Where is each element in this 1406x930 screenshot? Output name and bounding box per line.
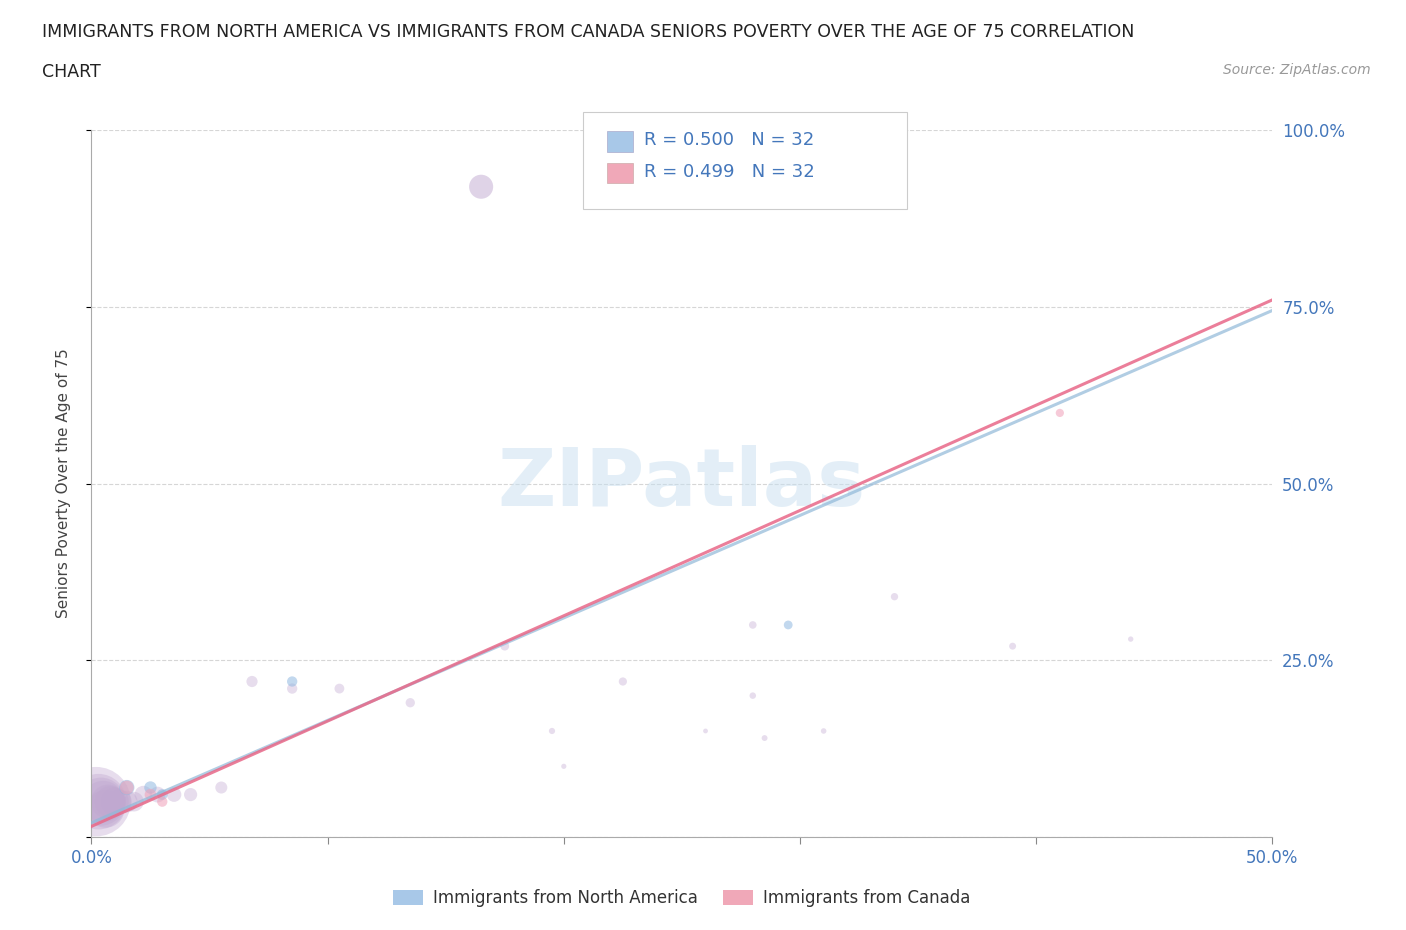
Text: Source: ZipAtlas.com: Source: ZipAtlas.com bbox=[1223, 63, 1371, 77]
Legend: Immigrants from North America, Immigrants from Canada: Immigrants from North America, Immigrant… bbox=[387, 883, 977, 913]
Y-axis label: Seniors Poverty Over the Age of 75: Seniors Poverty Over the Age of 75 bbox=[56, 349, 70, 618]
Text: R = 0.500   N = 32: R = 0.500 N = 32 bbox=[644, 131, 814, 150]
Point bbox=[883, 590, 905, 604]
Point bbox=[87, 794, 110, 809]
Point bbox=[90, 794, 112, 809]
Point bbox=[541, 724, 564, 738]
Point bbox=[150, 794, 173, 809]
Point bbox=[115, 794, 138, 809]
Point bbox=[163, 787, 186, 802]
Point bbox=[139, 780, 162, 795]
Point bbox=[132, 787, 155, 802]
Point bbox=[754, 731, 776, 746]
Point bbox=[741, 618, 763, 632]
Point bbox=[122, 794, 145, 809]
Point bbox=[470, 179, 492, 194]
Text: IMMIGRANTS FROM NORTH AMERICA VS IMMIGRANTS FROM CANADA SENIORS POVERTY OVER THE: IMMIGRANTS FROM NORTH AMERICA VS IMMIGRA… bbox=[42, 23, 1135, 41]
Point bbox=[180, 787, 202, 802]
Point bbox=[399, 696, 422, 711]
Point bbox=[115, 780, 138, 795]
Text: CHART: CHART bbox=[42, 63, 101, 81]
Point bbox=[813, 724, 835, 738]
Point bbox=[94, 802, 117, 817]
Point bbox=[91, 794, 114, 809]
Point bbox=[281, 674, 304, 689]
Point bbox=[612, 674, 634, 689]
Text: ZIPatlas: ZIPatlas bbox=[498, 445, 866, 523]
Point bbox=[115, 780, 138, 795]
Point bbox=[1119, 631, 1142, 646]
Point bbox=[150, 787, 173, 802]
Point bbox=[97, 794, 120, 809]
Point bbox=[98, 794, 121, 809]
Point bbox=[494, 639, 516, 654]
Point bbox=[84, 794, 107, 809]
Point bbox=[1001, 639, 1024, 654]
Point bbox=[240, 674, 263, 689]
Point bbox=[209, 780, 232, 795]
Point bbox=[741, 688, 763, 703]
Point bbox=[281, 681, 304, 696]
Point bbox=[108, 794, 131, 809]
Point bbox=[1049, 405, 1071, 420]
Text: R = 0.499   N = 32: R = 0.499 N = 32 bbox=[644, 163, 814, 181]
Point bbox=[104, 794, 127, 809]
Point bbox=[139, 787, 162, 802]
Point bbox=[146, 787, 169, 802]
Point bbox=[778, 618, 800, 632]
Point bbox=[553, 759, 575, 774]
Point bbox=[695, 724, 717, 738]
Point bbox=[328, 681, 350, 696]
